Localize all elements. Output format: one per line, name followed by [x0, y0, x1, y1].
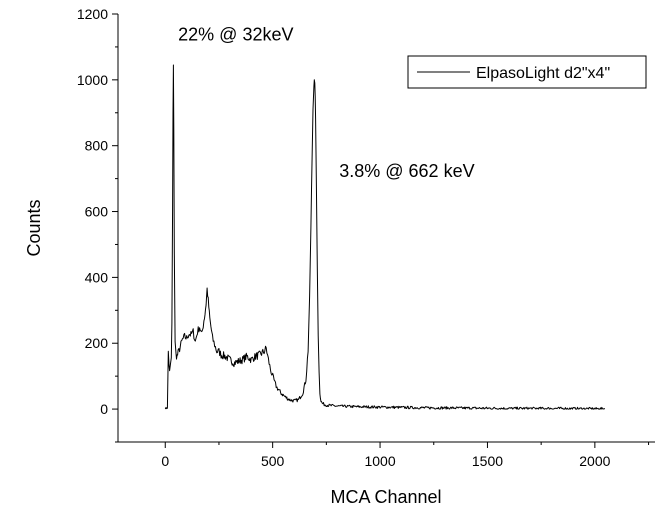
y-tick-label-1000: 1000 — [77, 72, 108, 88]
x-axis-title: MCA Channel — [330, 487, 441, 507]
y-axis-title: Counts — [24, 199, 44, 256]
legend-label: ElpasoLight d2"x4" — [476, 65, 610, 82]
series-line-elpasolight — [164, 64, 605, 410]
annotation-662kev: 3.8% @ 662 keV — [339, 161, 474, 181]
x-tick-label-1500: 1500 — [472, 453, 503, 469]
y-tick-label-800: 800 — [85, 138, 109, 154]
y-tick-label-0: 0 — [100, 401, 108, 417]
x-tick-label-500: 500 — [261, 453, 285, 469]
x-tick-label-1000: 1000 — [364, 453, 395, 469]
legend: ElpasoLight d2"x4" — [407, 55, 647, 89]
y-tick-label-600: 600 — [85, 204, 109, 220]
x-tick-label-0: 0 — [161, 453, 169, 469]
x-tick-label-2000: 2000 — [579, 453, 610, 469]
y-tick-label-200: 200 — [85, 335, 109, 351]
y-tick-label-1200: 1200 — [77, 6, 108, 22]
x-axis-ticks: 0 500 1000 1500 2000 — [161, 442, 650, 469]
y-axis-ticks: 0 200 400 600 800 1000 1200 — [77, 6, 118, 443]
y-tick-label-400: 400 — [85, 269, 109, 285]
annotation-32kev: 22% @ 32keV — [178, 24, 293, 44]
